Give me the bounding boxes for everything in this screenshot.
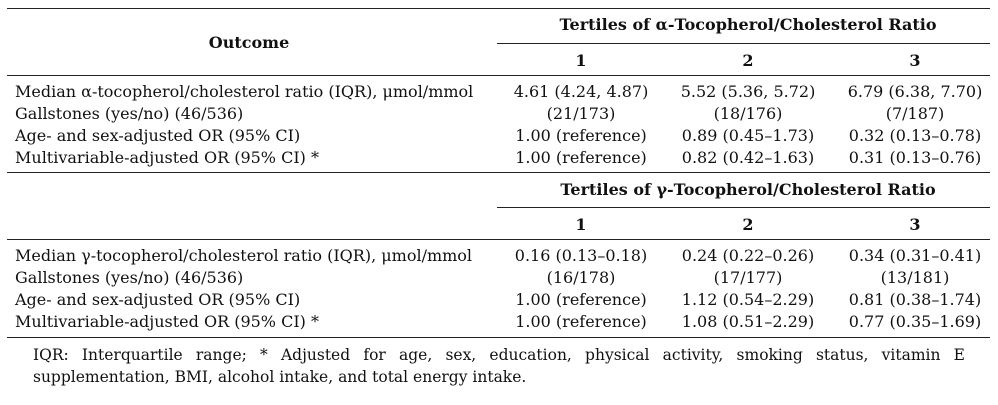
header-bottom-rule	[7, 75, 990, 76]
cell-tertile-1: (21/173)	[546, 104, 616, 123]
row-label: Median α-tocopherol/cholesterol ratio (I…	[15, 82, 474, 101]
cell-tertile-2: 0.89 (0.45–1.73)	[681, 126, 815, 145]
cell-tertile-2: 1.08 (0.51–2.29)	[681, 312, 815, 331]
row-label: Age- and sex-adjusted OR (95% CI)	[15, 290, 301, 309]
cell-tertile-3: 6.79 (6.38, 7.70)	[847, 82, 983, 101]
block1-tertile-1: 1	[575, 51, 587, 70]
block1-title-rule	[497, 43, 990, 44]
row-label: Gallstones (yes/no) (46/536)	[15, 268, 244, 287]
block1-title: Tertiles of α-Tocopherol/Cholesterol Rat…	[559, 15, 937, 34]
cell-tertile-3: 0.77 (0.35–1.69)	[848, 312, 982, 331]
cell-tertile-3: 0.34 (0.31–0.41)	[848, 246, 982, 265]
row-label: Multivariable-adjusted OR (95% CI) *	[15, 312, 319, 331]
cell-tertile-3: 0.31 (0.13–0.76)	[848, 148, 982, 167]
cell-tertile-1: 1.00 (reference)	[515, 126, 647, 145]
cell-tertile-2: 0.82 (0.42–1.63)	[681, 148, 815, 167]
block2-title: Tertiles of γ-Tocopherol/Cholesterol Rat…	[560, 180, 936, 199]
row-label: Age- and sex-adjusted OR (95% CI)	[15, 126, 301, 145]
outcome-header: Outcome	[208, 33, 290, 52]
cell-tertile-3: (13/181)	[880, 268, 950, 287]
block2-tertile-2: 2	[742, 215, 754, 234]
block2-tertile-1: 1	[575, 215, 587, 234]
cell-tertile-3: 0.81 (0.38–1.74)	[848, 290, 982, 309]
cell-tertile-1: 4.61 (4.24, 4.87)	[513, 82, 649, 101]
cell-tertile-3: (7/187)	[885, 104, 945, 123]
cell-tertile-1: (16/178)	[546, 268, 616, 287]
row-label: Gallstones (yes/no) (46/536)	[15, 104, 244, 123]
cell-tertile-1: 1.00 (reference)	[515, 290, 647, 309]
row-label: Median γ-tocopherol/cholesterol ratio (I…	[15, 246, 473, 265]
block2-title-rule	[497, 207, 990, 208]
block2-tertile-3: 3	[909, 215, 921, 234]
top-rule	[7, 8, 990, 9]
block1-tertile-3: 3	[909, 51, 921, 70]
cell-tertile-1: 1.00 (reference)	[515, 312, 647, 331]
cell-tertile-1: 0.16 (0.13–0.18)	[514, 246, 648, 265]
cell-tertile-2: 0.24 (0.22–0.26)	[681, 246, 815, 265]
footnote-line-1: IQR: Interquartile range; * Adjusted for…	[33, 346, 965, 364]
block2-header-bottom-rule	[7, 239, 990, 240]
cell-tertile-2: (18/176)	[713, 104, 783, 123]
row-label: Multivariable-adjusted OR (95% CI) *	[15, 148, 319, 167]
cell-tertile-3: 0.32 (0.13–0.78)	[848, 126, 982, 145]
footnote-line-2: supplementation, BMI, alcohol intake, an…	[33, 368, 527, 386]
cell-tertile-2: 5.52 (5.36, 5.72)	[680, 82, 816, 101]
table-footnote: IQR: Interquartile range; * Adjusted for…	[33, 344, 965, 388]
block-separator-rule	[7, 172, 990, 173]
bottom-rule	[7, 337, 990, 338]
cell-tertile-2: 1.12 (0.54–2.29)	[681, 290, 815, 309]
block1-tertile-2: 2	[742, 51, 754, 70]
cell-tertile-2: (17/177)	[713, 268, 783, 287]
cell-tertile-1: 1.00 (reference)	[515, 148, 647, 167]
